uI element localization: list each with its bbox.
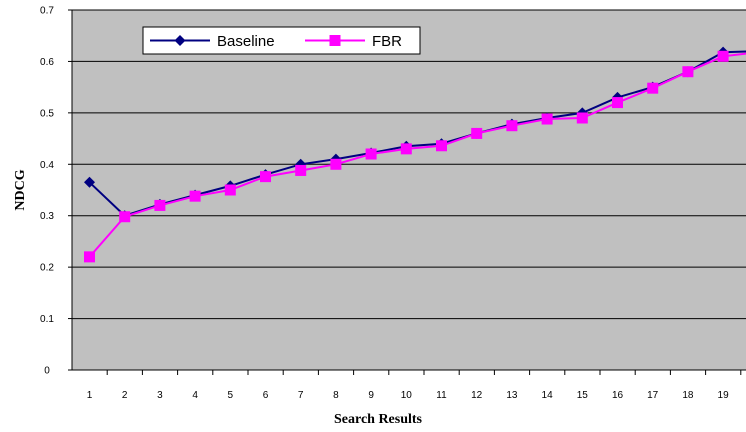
x-tick-label: 11 — [436, 390, 447, 401]
legend-fbr-label: FBR — [372, 33, 402, 50]
x-tick-label: 14 — [542, 390, 554, 401]
x-tick-label: 3 — [157, 390, 163, 401]
data-point-fbr — [366, 149, 377, 160]
plot-area — [72, 10, 746, 370]
y-tick-label: 0 — [44, 366, 50, 377]
x-tick-label: 7 — [298, 390, 304, 401]
data-point-fbr — [401, 143, 412, 154]
y-tick-label: 0.3 — [40, 211, 54, 222]
x-tick-label: 18 — [682, 390, 694, 401]
x-tick-label: 1 — [87, 390, 93, 401]
y-tick-label: 0.5 — [40, 108, 54, 119]
x-tick-label: 19 — [718, 390, 730, 401]
y-tick-label: 0.6 — [40, 57, 54, 68]
data-point-fbr — [682, 66, 693, 77]
legend-fbr-marker — [330, 35, 341, 46]
data-point-fbr — [190, 191, 201, 202]
x-tick-label: 16 — [612, 390, 624, 401]
data-point-fbr — [260, 171, 271, 182]
x-tick-label: 13 — [506, 390, 518, 401]
data-point-fbr — [295, 165, 306, 176]
x-axis-title: Search Results — [334, 412, 423, 427]
data-point-fbr — [84, 251, 95, 262]
x-tick-label: 6 — [263, 390, 269, 401]
x-tick-label: 12 — [471, 390, 483, 401]
y-tick-label: 0.1 — [40, 314, 54, 325]
x-tick-label: 9 — [368, 390, 374, 401]
legend-baseline-label: Baseline — [217, 33, 275, 50]
data-point-fbr — [436, 140, 447, 151]
x-tick-label: 4 — [192, 390, 198, 401]
data-point-fbr — [225, 185, 236, 196]
x-tick-label: 8 — [333, 390, 339, 401]
x-tick-label: 17 — [647, 390, 659, 401]
x-tick-label: 10 — [401, 390, 413, 401]
y-tick-label: 0.2 — [40, 263, 54, 274]
data-point-fbr — [119, 211, 130, 222]
y-tick-label: 0.7 — [40, 6, 54, 17]
x-tick-label: 15 — [577, 390, 589, 401]
data-point-fbr — [718, 51, 729, 62]
data-point-fbr — [506, 120, 517, 131]
y-tick-label: 0.4 — [40, 160, 54, 171]
data-point-fbr — [542, 114, 553, 125]
data-point-fbr — [647, 83, 658, 94]
data-point-fbr — [330, 159, 341, 170]
data-point-fbr — [612, 97, 623, 108]
x-tick-label: 2 — [122, 390, 128, 401]
data-point-fbr — [577, 113, 588, 124]
x-tick-label: 5 — [228, 390, 234, 401]
data-point-fbr — [154, 200, 165, 211]
data-point-fbr — [471, 128, 482, 139]
y-axis-title: NDCG — [13, 169, 28, 210]
legend: Baseline FBR — [143, 27, 420, 54]
